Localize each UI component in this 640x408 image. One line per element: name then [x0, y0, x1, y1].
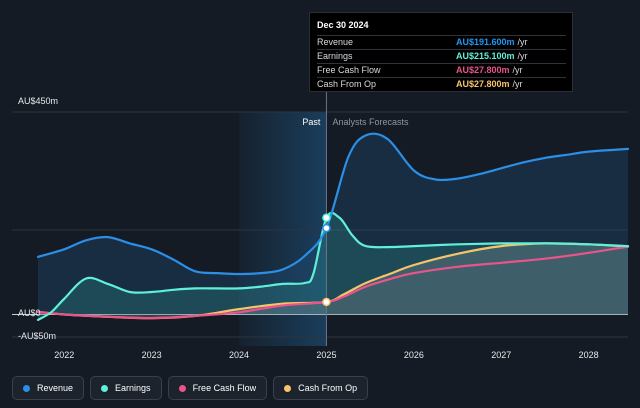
x-tick-label: 2027 — [491, 350, 511, 360]
marker-cash-from-op — [322, 297, 331, 307]
legend: Revenue Earnings Free Cash Flow Cash Fro… — [12, 376, 369, 400]
past-label: Past — [302, 117, 321, 127]
tooltip-value: AU$215.100m — [456, 51, 515, 61]
tooltip: Dec 30 2024 Revenue AU$191.600m /yr Earn… — [309, 12, 573, 92]
legend-earnings-button[interactable]: Earnings — [90, 376, 162, 400]
tooltip-row-revenue: Revenue AU$191.600m /yr — [317, 35, 566, 49]
tooltip-row-cash-from-op: Cash From Op AU$27.800m /yr — [317, 77, 566, 91]
tooltip-date: Dec 30 2024 — [317, 20, 369, 30]
legend-label: Revenue — [37, 383, 74, 393]
y-tick-label: AU$450m — [18, 96, 58, 106]
area-revenue — [38, 133, 628, 315]
free-cash-flow-dot-icon — [178, 384, 186, 392]
forecast-label: Analysts Forecasts — [332, 117, 409, 127]
tooltip-label: Revenue — [317, 37, 354, 47]
legend-label: Earnings — [115, 383, 151, 393]
x-tick-label: 2022 — [54, 350, 74, 360]
legend-free-cash-flow-button[interactable]: Free Cash Flow — [167, 376, 268, 400]
tooltip-label: Cash From Op — [317, 79, 377, 89]
line-earnings — [36, 211, 630, 321]
tooltip-unit: /yr — [512, 65, 523, 75]
y-tick-label: -AU$50m — [18, 331, 56, 341]
tooltip-row-free-cash-flow: Free Cash Flow AU$27.800m /yr — [317, 63, 566, 77]
tooltip-label: Free Cash Flow — [317, 65, 381, 75]
x-tick-label: 2028 — [579, 350, 599, 360]
x-tick-label: 2026 — [404, 350, 424, 360]
marker-earnings — [322, 213, 331, 222]
y-tick-label: AU$0 — [18, 308, 41, 318]
cash-from-op-dot-icon — [284, 384, 292, 392]
revenue-dot-icon — [23, 384, 30, 392]
tooltip-value: AU$27.800m — [456, 79, 510, 89]
tooltip-row-earnings: Earnings AU$215.100m /yr — [317, 49, 566, 63]
tooltip-value: AU$191.600m — [456, 37, 515, 47]
tooltip-unit: /yr — [512, 79, 523, 89]
legend-label: Cash From Op — [298, 383, 358, 393]
x-tick-label: 2025 — [316, 350, 336, 360]
tooltip-unit: /yr — [517, 51, 528, 61]
x-tick-label: 2024 — [229, 350, 249, 360]
x-tick-label: 2023 — [142, 350, 162, 360]
tooltip-value: AU$27.800m — [456, 65, 510, 75]
tooltip-label: Earnings — [317, 51, 353, 61]
tooltip-unit: /yr — [517, 37, 528, 47]
legend-label: Free Cash Flow — [192, 383, 257, 393]
area-earnings — [38, 212, 628, 320]
earnings-dot-icon — [101, 384, 109, 392]
marker-revenue — [322, 223, 331, 233]
area-cash-from-op — [38, 243, 628, 319]
legend-cash-from-op-button[interactable]: Cash From Op — [273, 376, 369, 400]
legend-revenue-button[interactable]: Revenue — [12, 376, 85, 400]
line-free-cash-flow — [36, 245, 630, 320]
